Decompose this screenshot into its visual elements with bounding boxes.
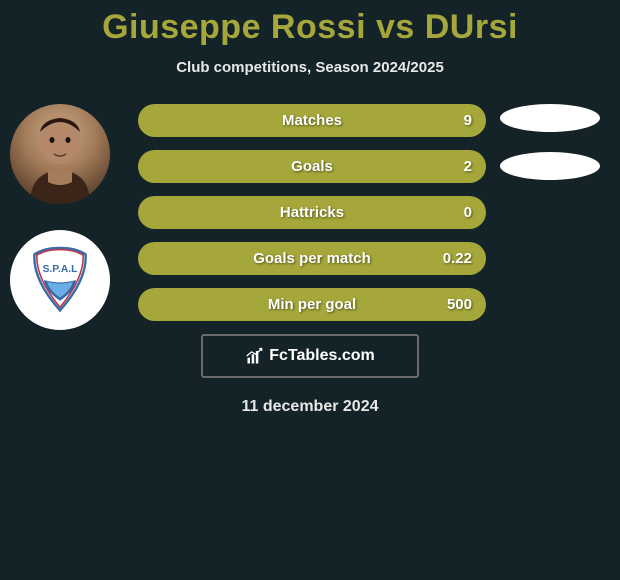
stats-bars: Matches9Goals2Hattricks0Goals per match0… [138,104,486,321]
subtitle: Club competitions, Season 2024/2025 [0,59,620,76]
date-text: 11 december 2024 [0,398,620,416]
page-title: Giuseppe Rossi vs DUrsi [0,0,620,47]
player-avatar [10,104,110,204]
content-area: S.P.A.L Matches9 Goals2 Hattricks0 Goals pe… [0,104,620,321]
person-icon [10,104,110,204]
stat-bar: Goals2 [138,150,486,183]
stat-label: Hattricks [138,196,486,229]
stat-bar: Hattricks0 [138,196,486,229]
stat-bar: Min per goal500 [138,288,486,321]
stat-bar: Goals per match0.22 [138,242,486,275]
chart-icon [245,346,265,366]
stat-label: Min per goal [138,288,486,321]
stat-bar: Matches9 [138,104,486,137]
stat-value: 2 [464,150,472,183]
stat-label: Goals [138,150,486,183]
stat-label: Matches [138,104,486,137]
stat-pill [500,104,600,132]
pill-column [500,104,600,198]
branding-text: FcTables.com [269,347,375,365]
branding-box[interactable]: FcTables.com [201,334,419,378]
avatar-column: S.P.A.L [10,104,110,330]
stat-value: 500 [447,288,472,321]
team-avatar: S.P.A.L [10,230,110,330]
shield-icon: S.P.A.L [20,240,100,320]
stat-pill [500,152,600,180]
stat-label: Goals per match [138,242,486,275]
svg-text:S.P.A.L: S.P.A.L [42,264,78,275]
stat-value: 0.22 [443,242,472,275]
stat-value: 9 [464,104,472,137]
stat-value: 0 [464,196,472,229]
